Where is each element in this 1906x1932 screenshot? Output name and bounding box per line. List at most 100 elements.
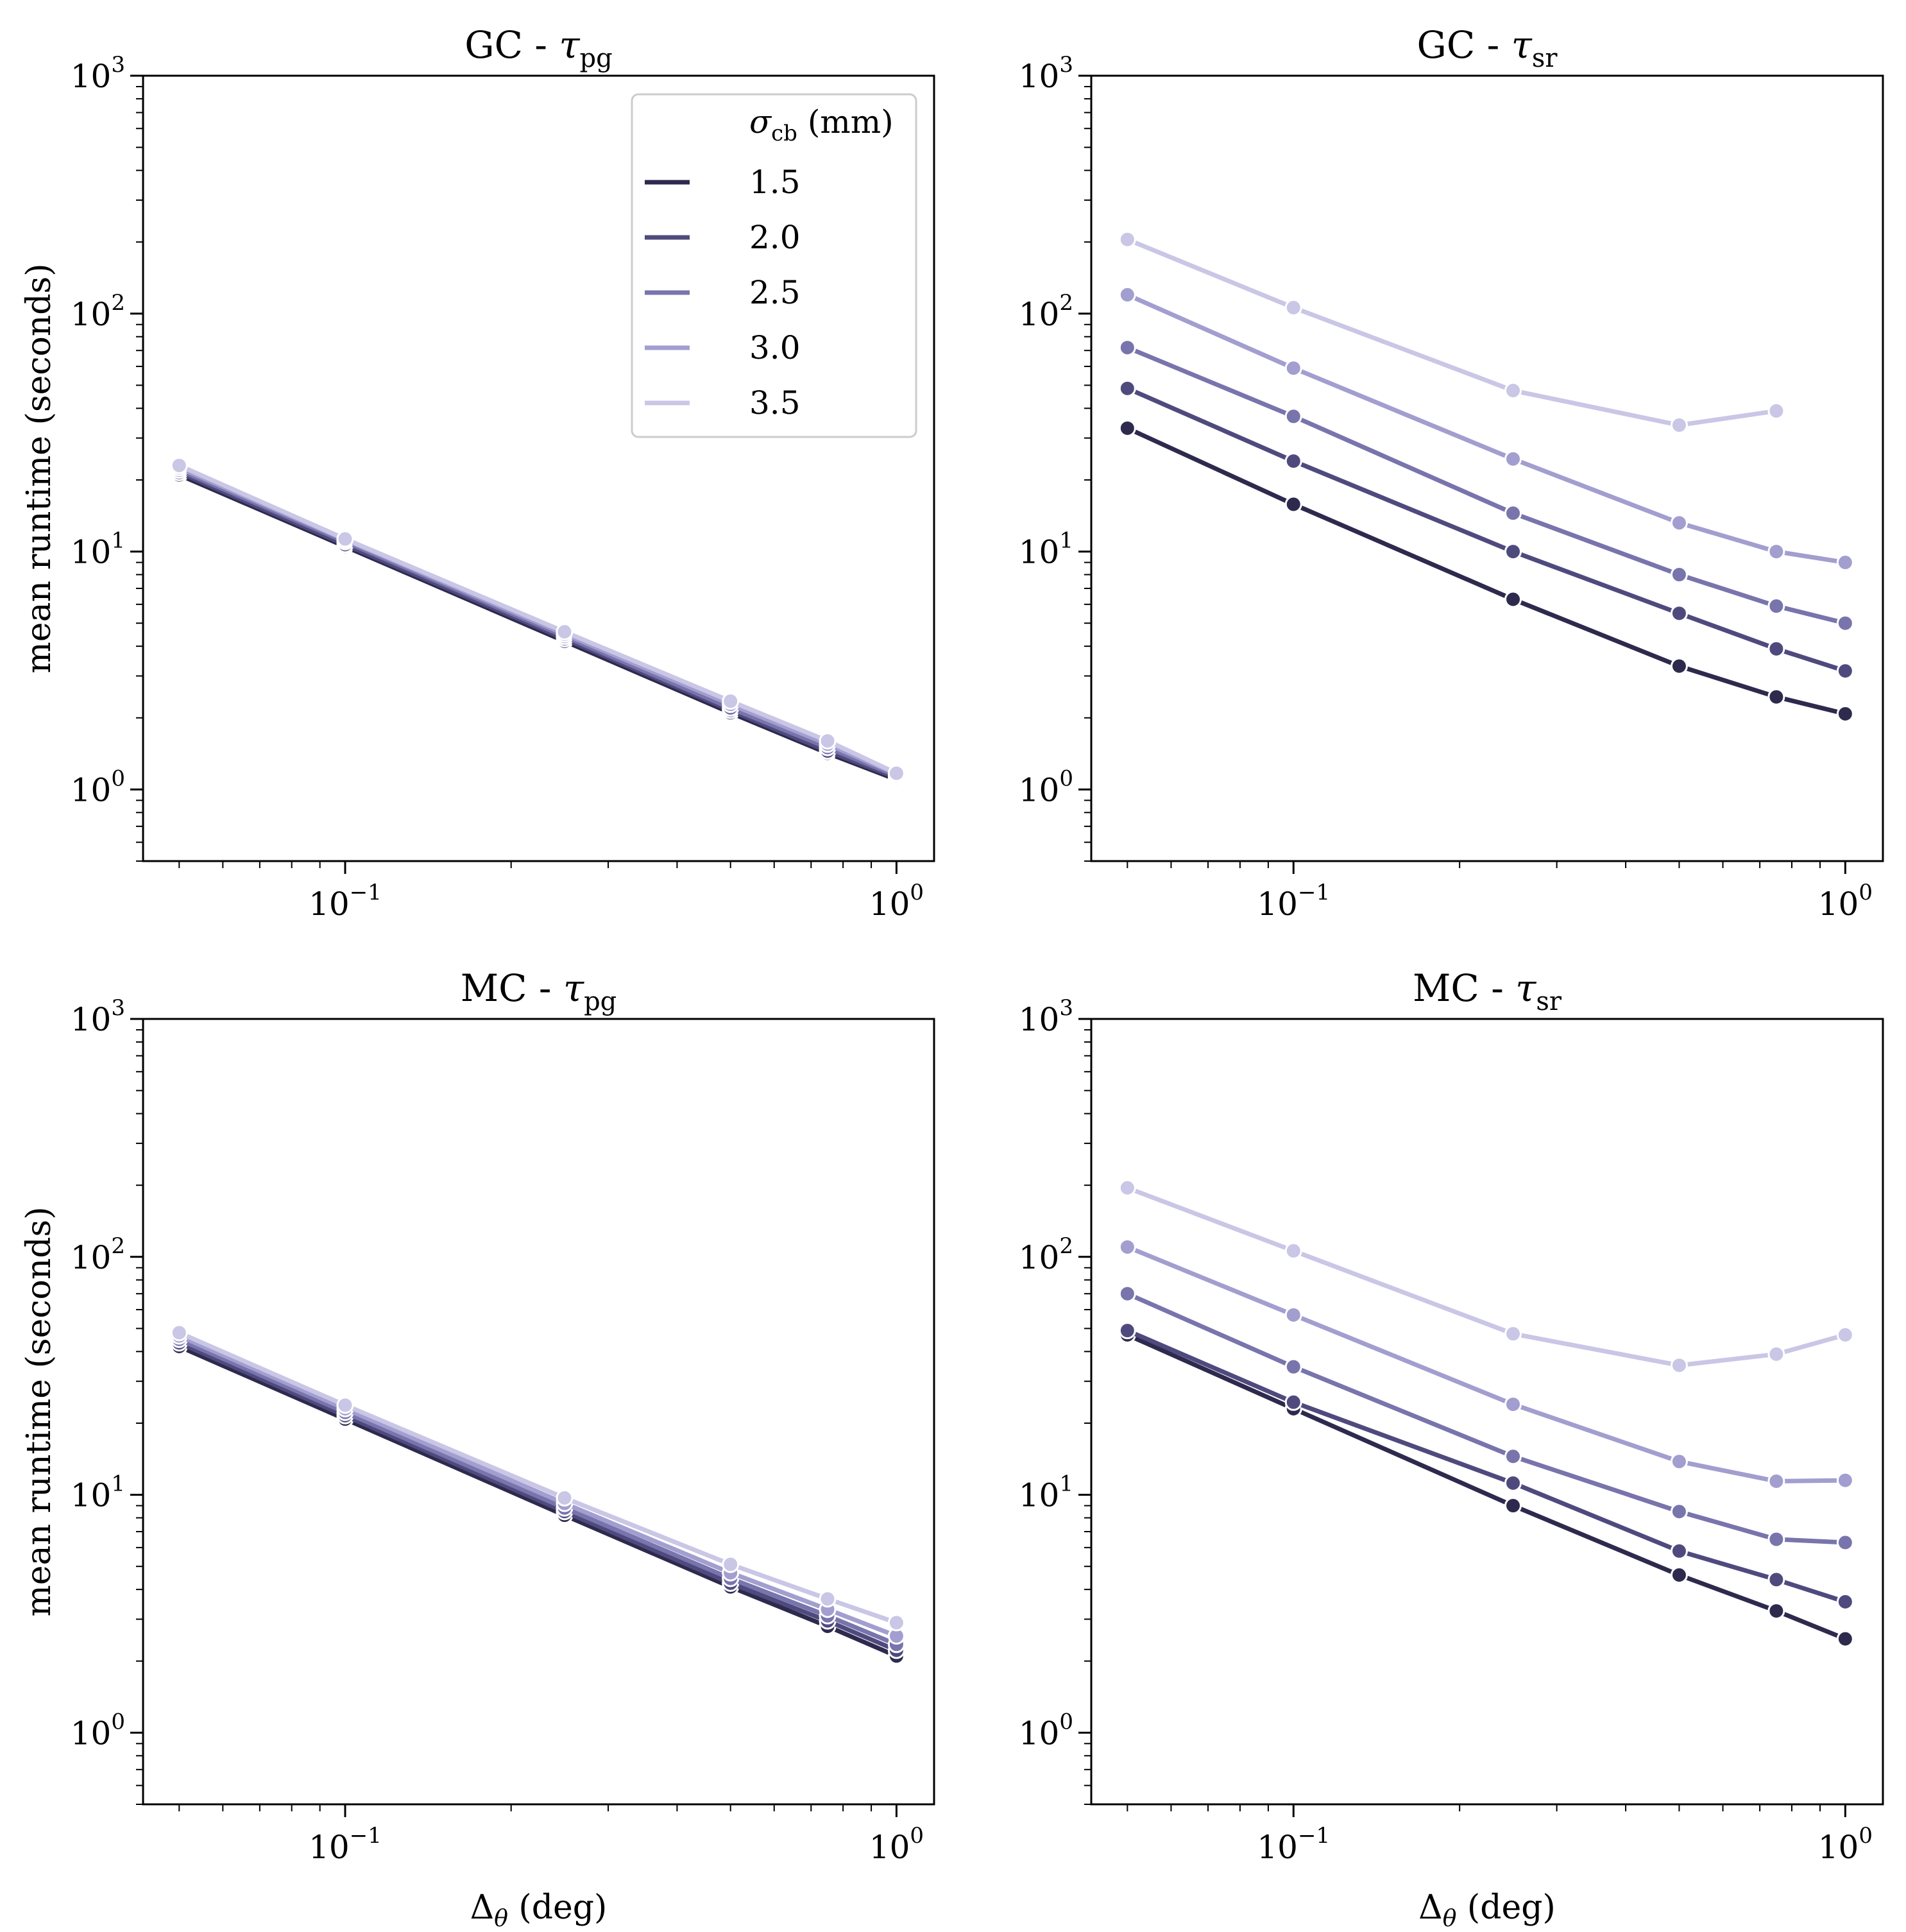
- series-line: [1126, 293, 1846, 565]
- series-line: [1127, 1185, 1846, 1368]
- y-tick-label: 102: [71, 290, 125, 333]
- series-3.0: [1118, 286, 1854, 572]
- axes-frame: [1090, 74, 1884, 862]
- series-line: [178, 1340, 898, 1653]
- axes-frame: [142, 1018, 935, 1806]
- panel-title: MC - τpg: [461, 966, 617, 1016]
- data-point: [1504, 1474, 1522, 1492]
- data-point: [1767, 597, 1785, 615]
- data-point: [1767, 640, 1785, 658]
- data-point: [1836, 662, 1854, 680]
- data-point: [1836, 1471, 1854, 1489]
- panel-title: GC - τpg: [464, 23, 613, 73]
- x-axis-label: Δθ (deg): [1418, 1888, 1556, 1932]
- data-point: [170, 456, 188, 474]
- y-tick-label: 101: [1019, 1471, 1073, 1514]
- data-point: [819, 732, 837, 750]
- data-point: [1670, 1356, 1688, 1374]
- data-point: [1118, 339, 1136, 357]
- data-point: [1118, 379, 1136, 397]
- data-point: [1767, 688, 1785, 706]
- series-line: [178, 463, 898, 776]
- data-point: [1504, 382, 1522, 400]
- y-tick-label: 103: [1019, 995, 1073, 1038]
- data-point: [819, 1590, 837, 1608]
- data-point: [1504, 504, 1522, 522]
- data-point: [1118, 1238, 1136, 1256]
- panel-3: MC - τpg 100 101 102 103 10−1 100 mean runtime …: [20, 966, 935, 1932]
- series-line: [1126, 345, 1846, 626]
- x-tick-label: 100: [1818, 1823, 1873, 1866]
- data-point: [1836, 705, 1854, 722]
- data-point: [1767, 1602, 1785, 1620]
- series-line: [178, 1344, 898, 1659]
- series-3.5: [1118, 1179, 1854, 1374]
- data-point: [1670, 1503, 1688, 1521]
- data-point: [1504, 1396, 1522, 1414]
- data-point: [1118, 1322, 1136, 1340]
- data-point: [1284, 452, 1302, 470]
- data-point: [1670, 416, 1688, 434]
- data-point: [1284, 1242, 1302, 1260]
- data-point: [1670, 566, 1688, 584]
- y-tick-label: 101: [1019, 528, 1073, 571]
- data-point: [1504, 590, 1522, 608]
- y-tick-label: 103: [71, 52, 125, 95]
- series-3.0: [1118, 1238, 1854, 1490]
- data-point: [1836, 1630, 1854, 1648]
- data-point: [1284, 1358, 1302, 1376]
- legend-entry-label: 2.5: [749, 274, 801, 311]
- x-tick-label: 100: [1818, 880, 1873, 923]
- data-point: [1118, 1285, 1136, 1303]
- series-line: [1126, 386, 1846, 673]
- x-tick-label: 100: [869, 1823, 924, 1866]
- data-point: [336, 1396, 354, 1414]
- data-point: [1767, 1530, 1785, 1548]
- data-point: [556, 623, 574, 641]
- y-tick-label: 102: [1019, 290, 1073, 333]
- data-point: [1118, 419, 1136, 437]
- y-tick-label: 101: [71, 1471, 125, 1514]
- series-line: [1126, 1328, 1846, 1604]
- series-line: [1127, 237, 1777, 428]
- series-line: [178, 1337, 898, 1647]
- data-point: [1504, 1325, 1522, 1343]
- x-tick-label: 10−1: [1257, 1823, 1330, 1866]
- series-line: [1126, 1292, 1846, 1545]
- series-2.0: [1118, 379, 1854, 680]
- data-point: [887, 764, 905, 782]
- y-tick-label: 103: [1019, 52, 1073, 95]
- data-point: [1118, 286, 1136, 303]
- data-point: [1670, 1566, 1688, 1584]
- data-point: [1118, 230, 1136, 248]
- y-tick-label: 100: [71, 765, 125, 808]
- series-line: [1126, 1333, 1846, 1641]
- data-point: [1284, 298, 1302, 316]
- data-point: [1836, 554, 1854, 572]
- data-point: [1670, 1453, 1688, 1471]
- data-point: [1767, 1571, 1785, 1589]
- series-2.0: [1118, 1322, 1854, 1611]
- y-tick-label: 100: [1019, 1709, 1073, 1752]
- y-tick-label: 101: [71, 528, 125, 571]
- data-point: [1504, 450, 1522, 468]
- y-axis-label: mean runtime (seconds): [20, 263, 58, 673]
- data-point: [1836, 614, 1854, 632]
- data-point: [722, 692, 740, 710]
- panel-title: GC - τsr: [1417, 23, 1558, 73]
- y-tick-label: 100: [1019, 765, 1073, 808]
- data-point: [1504, 543, 1522, 561]
- legend-entry-label: 2.0: [749, 219, 801, 256]
- legend-entry-label: 1.5: [749, 164, 801, 201]
- data-point: [1284, 1393, 1302, 1411]
- y-tick-label: 102: [71, 1233, 125, 1276]
- series-line: [178, 1330, 898, 1625]
- axes-frame: [142, 74, 935, 862]
- y-axis-label: mean runtime (seconds): [20, 1206, 58, 1616]
- series-3.5: [170, 456, 905, 782]
- panel-4: MC - τsr 100 101 102 103 10−1 100 Δθ (deg): [1019, 966, 1884, 1932]
- data-point: [1670, 657, 1688, 675]
- panel-2: GC - τsr 100 101 102 103 10−1 100: [1019, 23, 1884, 923]
- axes-frame: [1090, 1018, 1884, 1806]
